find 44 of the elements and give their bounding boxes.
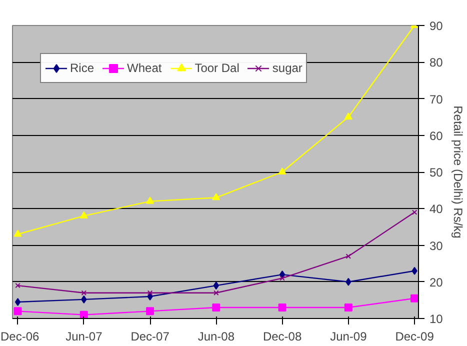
y-tick-label: 40 bbox=[430, 202, 444, 216]
point bbox=[81, 295, 87, 304]
y-tick-label: 70 bbox=[430, 92, 444, 106]
y-tick-label: 10 bbox=[430, 312, 444, 326]
y-tick-label: 20 bbox=[430, 275, 444, 290]
y-tick-label: 80 bbox=[430, 56, 444, 70]
point bbox=[14, 230, 22, 237]
point bbox=[412, 266, 418, 275]
point bbox=[146, 307, 154, 316]
point bbox=[80, 211, 88, 218]
point bbox=[14, 298, 21, 306]
legend-label: Wheat bbox=[127, 61, 162, 75]
point bbox=[212, 193, 220, 200]
point bbox=[278, 167, 286, 175]
y-tick-label: 60 bbox=[430, 128, 444, 143]
point bbox=[147, 290, 153, 296]
legend-label: Toor Dal bbox=[194, 61, 240, 75]
point bbox=[14, 307, 22, 316]
y-tick-label: 30 bbox=[430, 238, 444, 253]
point bbox=[344, 304, 352, 312]
point bbox=[410, 294, 418, 302]
y-tick-label: 90 bbox=[430, 19, 444, 33]
point bbox=[278, 304, 286, 312]
x-tick-label: Dec-08 bbox=[262, 330, 302, 344]
x-tick-label: Jun-07 bbox=[66, 330, 103, 344]
point bbox=[212, 304, 220, 312]
point bbox=[346, 254, 352, 259]
point bbox=[346, 278, 352, 286]
point bbox=[80, 310, 88, 318]
x-tick-label: Dec-06 bbox=[0, 330, 40, 344]
x-tick-label: Jun-08 bbox=[198, 330, 235, 344]
point bbox=[280, 276, 285, 281]
point bbox=[344, 112, 352, 120]
x-tick-label: Dec-09 bbox=[395, 330, 434, 344]
legend-label: sugar bbox=[272, 61, 302, 75]
point bbox=[214, 290, 219, 296]
y-tick-label: 50 bbox=[430, 166, 444, 180]
point bbox=[213, 282, 219, 290]
x-tick-label: Dec-07 bbox=[130, 330, 170, 344]
point bbox=[81, 290, 87, 296]
legend-label: Rice bbox=[70, 61, 94, 75]
x-tick-label: Jun-09 bbox=[330, 330, 368, 344]
y-axis-title: Retail price (Delhi) Rs/kg bbox=[450, 106, 465, 238]
point bbox=[146, 196, 154, 204]
